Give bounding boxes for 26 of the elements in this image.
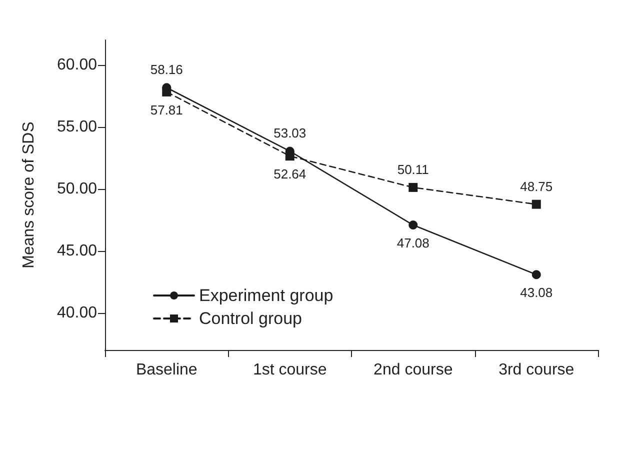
x-tick-label: 1st course	[252, 362, 327, 378]
data-label: 48.75	[520, 178, 553, 194]
legend-label: Control group	[199, 309, 302, 328]
data-label: 53.03	[274, 126, 306, 141]
y-axis-title: Means score of SDS	[20, 122, 38, 268]
y-tick-label: 50.00	[56, 180, 98, 198]
data-label: 52.64	[274, 166, 306, 182]
x-tick-label: 2nd course	[374, 362, 453, 378]
point	[162, 87, 172, 96]
data-label: 43.08	[520, 285, 553, 300]
y-tick-label: 60.00	[56, 56, 98, 74]
point	[532, 200, 541, 209]
point	[532, 270, 541, 280]
y-tick-label: 55.00	[56, 118, 98, 136]
x-tick-label: Baseline	[136, 362, 198, 378]
data-label: 47.08	[396, 236, 430, 251]
x-tick-label: 3rd course	[498, 362, 574, 378]
legend-label: Experiment group	[199, 286, 334, 305]
point	[408, 220, 418, 230]
y-tick-label: 45.00	[56, 242, 98, 260]
point	[285, 152, 294, 161]
y-tick-label: 40.00	[56, 304, 98, 322]
data-label: 58.16	[150, 62, 183, 78]
data-label: 50.11	[397, 162, 429, 177]
data-label: 57.81	[150, 102, 183, 118]
point	[408, 182, 418, 192]
